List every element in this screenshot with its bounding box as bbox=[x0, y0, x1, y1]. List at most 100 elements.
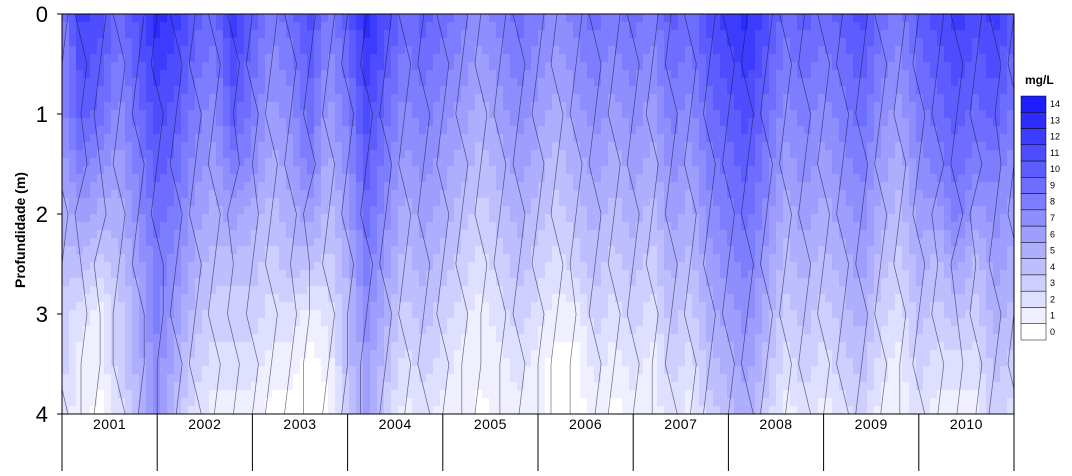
contour-cell bbox=[776, 22, 784, 31]
contour-cell bbox=[888, 206, 896, 215]
contour-cell bbox=[1000, 118, 1008, 127]
contour-cell bbox=[517, 166, 525, 175]
contour-cell bbox=[552, 142, 560, 151]
contour-cell bbox=[839, 14, 847, 23]
contour-cell bbox=[223, 190, 231, 199]
contour-cell bbox=[888, 182, 896, 191]
contour-cell bbox=[566, 158, 574, 167]
contour-cell bbox=[755, 174, 763, 183]
contour-cell bbox=[839, 110, 847, 119]
contour-cell bbox=[657, 30, 665, 39]
contour-cell bbox=[874, 78, 882, 87]
contour-cell bbox=[762, 190, 770, 199]
contour-cell bbox=[818, 222, 826, 231]
contour-cell bbox=[482, 110, 490, 119]
contour-cell bbox=[342, 230, 350, 239]
contour-cell bbox=[909, 230, 917, 239]
contour-cell bbox=[475, 118, 483, 127]
contour-cell bbox=[685, 118, 693, 127]
contour-cell bbox=[755, 22, 763, 31]
contour-cell bbox=[244, 86, 252, 95]
contour-cell bbox=[937, 102, 945, 111]
contour-cell bbox=[174, 70, 182, 79]
contour-cell bbox=[783, 102, 791, 111]
contour-cell bbox=[573, 70, 581, 79]
contour-cell bbox=[223, 286, 231, 295]
contour-cell bbox=[944, 230, 952, 239]
contour-cell bbox=[132, 206, 140, 215]
contour-cell bbox=[223, 110, 231, 119]
contour-cell bbox=[454, 158, 462, 167]
contour-cell bbox=[160, 118, 168, 127]
contour-cell bbox=[545, 254, 553, 263]
contour-cell bbox=[615, 62, 623, 71]
contour-cell bbox=[468, 70, 476, 79]
contour-cell bbox=[559, 190, 567, 199]
contour-cell bbox=[545, 206, 553, 215]
contour-cell bbox=[615, 206, 623, 215]
contour-cell bbox=[216, 158, 224, 167]
contour-cell bbox=[713, 118, 721, 127]
contour-cell bbox=[223, 214, 231, 223]
contour-cell bbox=[251, 110, 259, 119]
contour-cell bbox=[111, 190, 119, 199]
contour-cell bbox=[888, 110, 896, 119]
contour-cell bbox=[979, 110, 987, 119]
contour-cell bbox=[790, 46, 798, 55]
contour-cell bbox=[867, 70, 875, 79]
contour-cell bbox=[797, 206, 805, 215]
contour-cell bbox=[720, 78, 728, 87]
contour-cell bbox=[552, 94, 560, 103]
contour-cell bbox=[293, 134, 301, 143]
contour-cell bbox=[489, 230, 497, 239]
contour-cell bbox=[972, 150, 980, 159]
contour-cell bbox=[944, 30, 952, 39]
contour-cell bbox=[965, 214, 973, 223]
contour-cell bbox=[475, 222, 483, 231]
contour-cell bbox=[531, 222, 539, 231]
contour-cell bbox=[188, 78, 196, 87]
contour-cell bbox=[748, 70, 756, 79]
contour-cell bbox=[902, 158, 910, 167]
contour-cell bbox=[475, 14, 483, 23]
contour-cell bbox=[825, 238, 833, 247]
contour-cell bbox=[440, 70, 448, 79]
contour-cell bbox=[741, 246, 749, 255]
contour-cell bbox=[741, 286, 749, 295]
contour-cell bbox=[356, 142, 364, 151]
contour-cell bbox=[636, 270, 644, 279]
contour-cell bbox=[1007, 222, 1014, 231]
contour-cell bbox=[615, 118, 623, 127]
contour-cell bbox=[1000, 142, 1008, 151]
contour-cell bbox=[846, 14, 854, 23]
contour-cell bbox=[895, 286, 903, 295]
contour-cell bbox=[342, 214, 350, 223]
contour-cell bbox=[328, 254, 336, 263]
contour-cell bbox=[930, 150, 938, 159]
contour-cell bbox=[783, 206, 791, 215]
contour-cell bbox=[426, 94, 434, 103]
contour-cell bbox=[433, 286, 441, 295]
contour-cell bbox=[524, 142, 532, 151]
contour-cell bbox=[426, 118, 434, 127]
contour-cell bbox=[699, 262, 707, 271]
contour-cell bbox=[664, 86, 672, 95]
contour-cell bbox=[923, 150, 931, 159]
contour-cell bbox=[272, 158, 280, 167]
contour-cell bbox=[314, 38, 322, 47]
contour-cell bbox=[713, 142, 721, 151]
contour-cell bbox=[762, 222, 770, 231]
contour-cell bbox=[426, 22, 434, 31]
contour-cell bbox=[545, 278, 553, 287]
contour-cell bbox=[727, 94, 735, 103]
contour-cell bbox=[489, 94, 497, 103]
contour-cell bbox=[790, 270, 798, 279]
contour-cell bbox=[685, 230, 693, 239]
contour-cell bbox=[937, 118, 945, 127]
contour-cell bbox=[153, 102, 161, 111]
contour-cell bbox=[881, 54, 889, 63]
contour-cell bbox=[566, 78, 574, 87]
contour-cell bbox=[391, 142, 399, 151]
contour-cell bbox=[972, 86, 980, 95]
contour-cell bbox=[454, 206, 462, 215]
